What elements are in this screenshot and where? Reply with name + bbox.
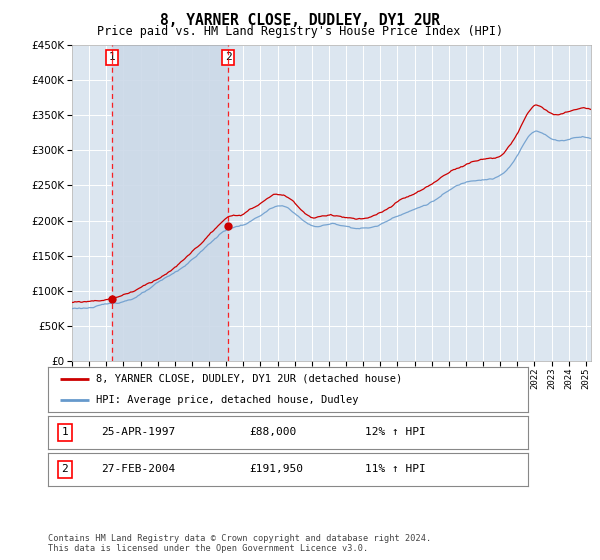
Text: 11% ↑ HPI: 11% ↑ HPI (365, 464, 425, 474)
Text: 2: 2 (225, 53, 232, 63)
Bar (112, 45, 228, 361)
Text: Price paid vs. HM Land Registry's House Price Index (HPI): Price paid vs. HM Land Registry's House … (97, 25, 503, 38)
Text: 1: 1 (61, 427, 68, 437)
Text: 2: 2 (61, 464, 68, 474)
Text: 8, YARNER CLOSE, DUDLEY, DY1 2UR (detached house): 8, YARNER CLOSE, DUDLEY, DY1 2UR (detach… (96, 374, 402, 384)
Text: 8, YARNER CLOSE, DUDLEY, DY1 2UR: 8, YARNER CLOSE, DUDLEY, DY1 2UR (160, 13, 440, 28)
Text: 27-FEB-2004: 27-FEB-2004 (101, 464, 175, 474)
Text: 25-APR-1997: 25-APR-1997 (101, 427, 175, 437)
Text: Contains HM Land Registry data © Crown copyright and database right 2024.
This d: Contains HM Land Registry data © Crown c… (48, 534, 431, 553)
Text: 1: 1 (109, 53, 115, 63)
Text: £191,950: £191,950 (250, 464, 304, 474)
Text: HPI: Average price, detached house, Dudley: HPI: Average price, detached house, Dudl… (96, 394, 359, 404)
Text: 12% ↑ HPI: 12% ↑ HPI (365, 427, 425, 437)
Text: £88,000: £88,000 (250, 427, 297, 437)
